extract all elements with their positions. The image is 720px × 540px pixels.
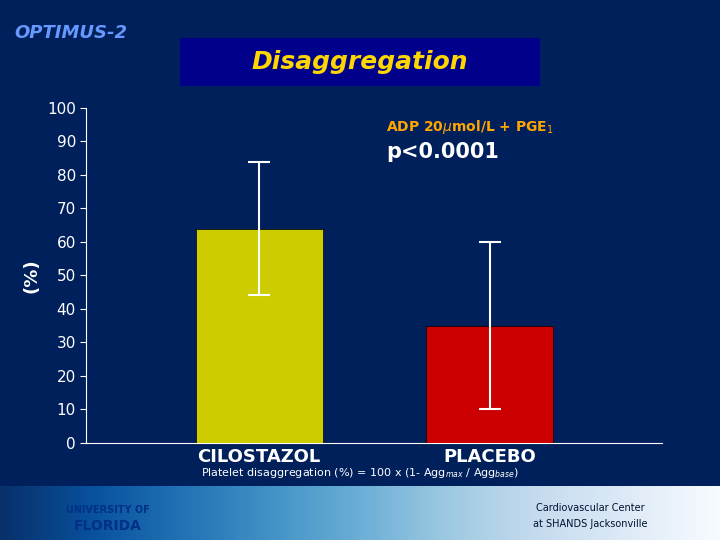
Y-axis label: (%): (%)	[22, 258, 40, 293]
Text: OPTIMUS-2: OPTIMUS-2	[14, 24, 127, 42]
Text: p<0.0001: p<0.0001	[386, 142, 499, 162]
Bar	[196, 228, 323, 443]
Text: FLORIDA: FLORIDA	[74, 519, 142, 534]
Text: Disaggregation: Disaggregation	[252, 50, 468, 74]
Text: Platelet disaggregation (%) = 100 x (1- Agg$_{max}$ / Agg$_{base}$): Platelet disaggregation (%) = 100 x (1- …	[201, 465, 519, 480]
Text: UNIVERSITY OF: UNIVERSITY OF	[66, 505, 150, 515]
Text: ADP 20$\mu$mol/L + PGE$_1$: ADP 20$\mu$mol/L + PGE$_1$	[386, 118, 554, 137]
Bar	[426, 326, 553, 443]
Text: Cardiovascular Center: Cardiovascular Center	[536, 503, 644, 512]
Text: at SHANDS Jacksonville: at SHANDS Jacksonville	[533, 519, 648, 529]
